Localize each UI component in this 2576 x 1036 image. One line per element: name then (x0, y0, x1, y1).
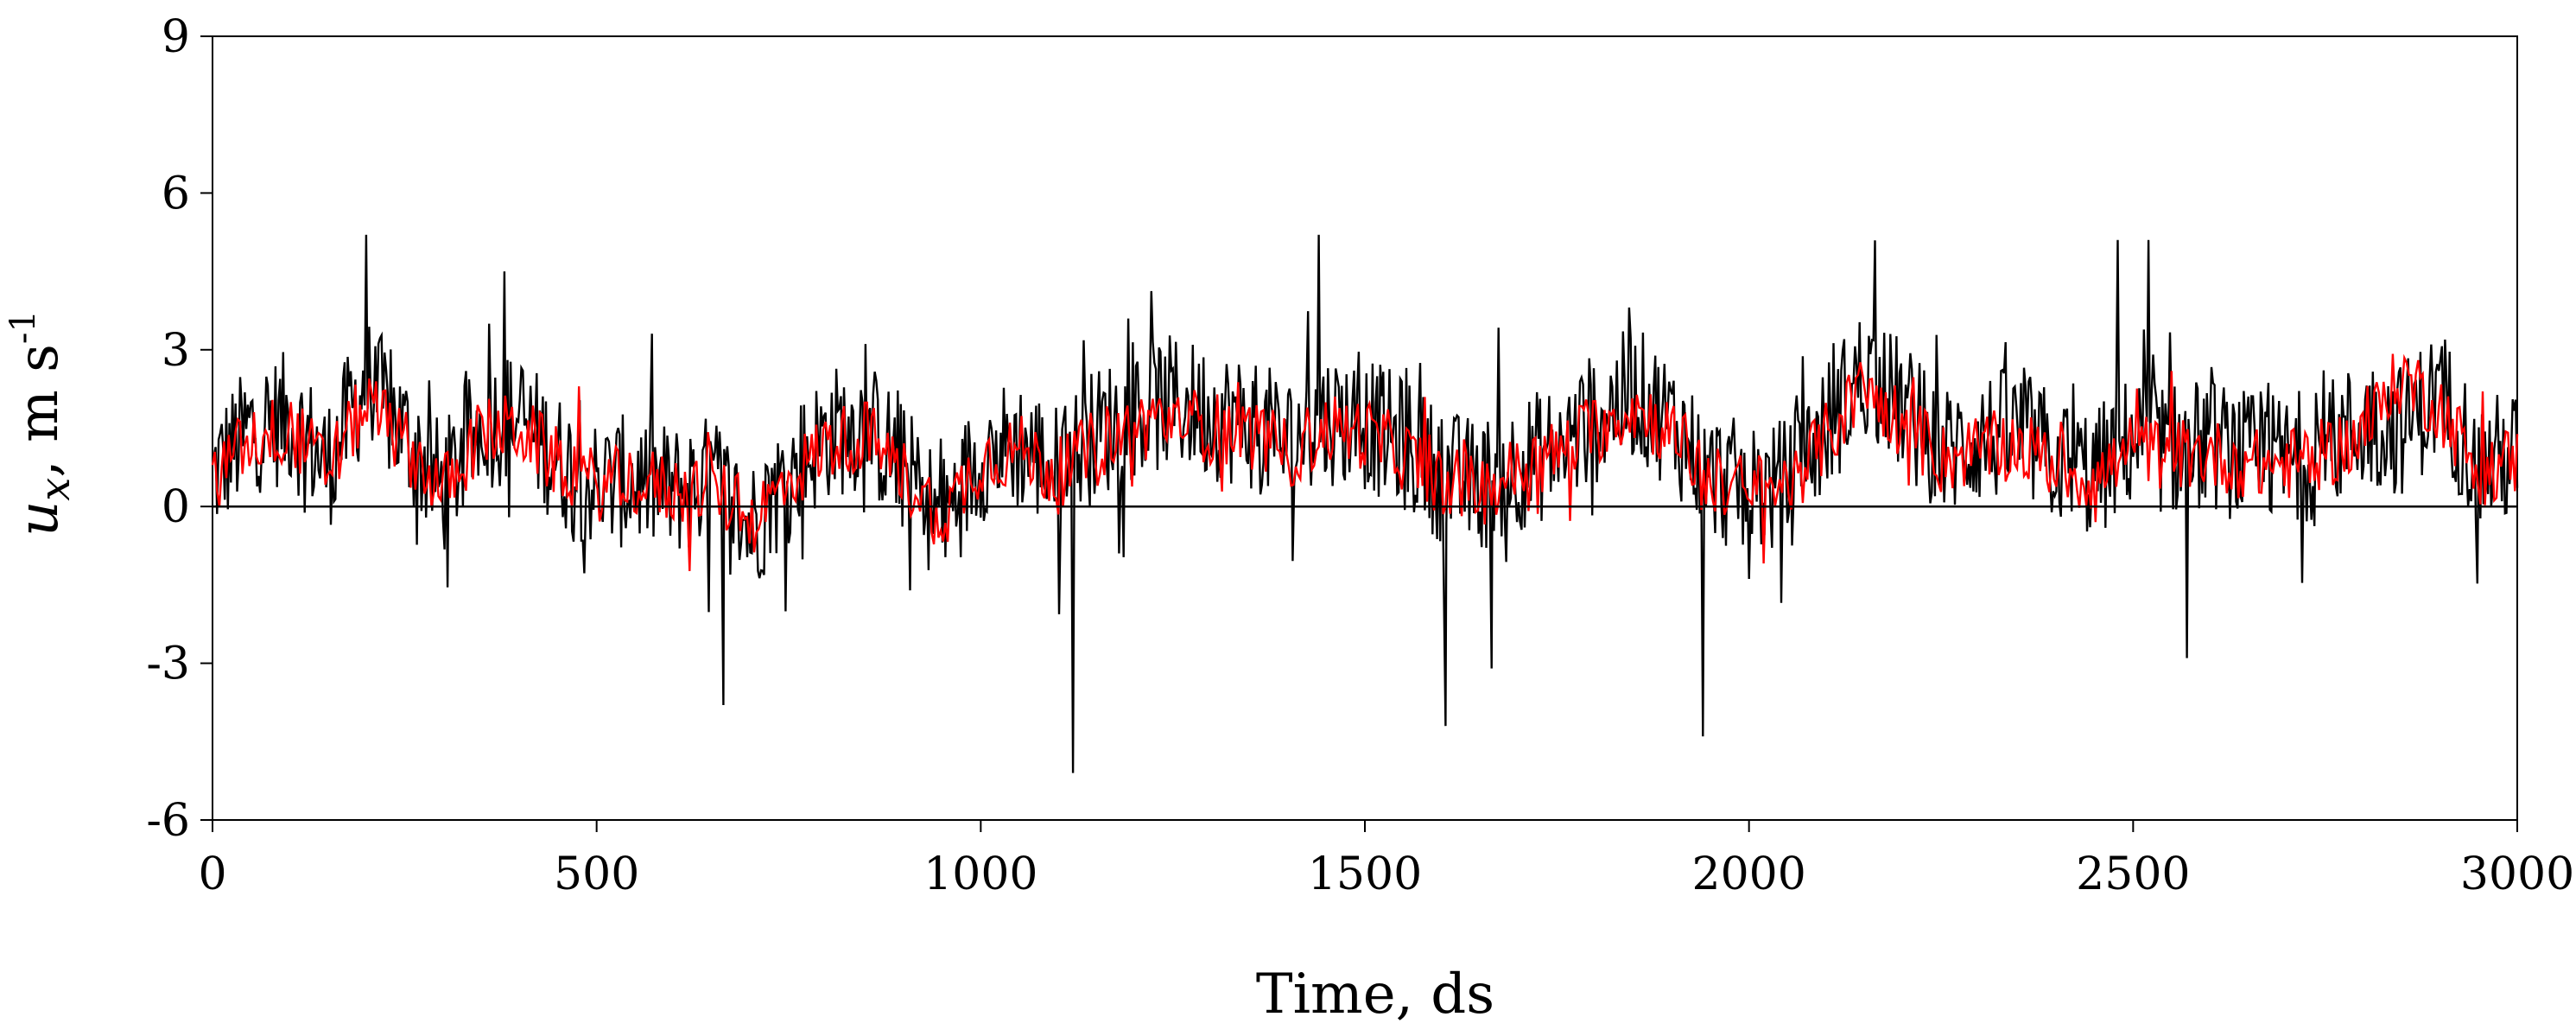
y-tick-label: 3 (162, 325, 190, 377)
tick-labels-group: 0 500 1000 1500 2000 2500 3000 -6 -3 0 3 6 9 (146, 11, 2574, 900)
x-axis-title: Time, ds (1256, 963, 1494, 1026)
x-tick-label: 1000 (923, 849, 1037, 900)
y-axis-title-units: , m s (7, 344, 71, 478)
y-tick-label: -6 (146, 795, 190, 847)
series-line-raw (212, 234, 2519, 773)
series-group (211, 234, 2519, 773)
axes-group (200, 35, 2518, 832)
y-axis-title-variable: u (7, 501, 71, 537)
y-tick-label: 6 (162, 168, 190, 219)
y-axis-title-subscript: x (31, 478, 79, 501)
y-tick-label: 0 (162, 481, 190, 533)
x-tick-label: 500 (554, 849, 639, 900)
x-tick-label: 2000 (1691, 849, 1805, 900)
series-line-smoothed (211, 353, 2519, 571)
x-tick-label: 0 (198, 849, 226, 900)
x-tick-label: 2500 (2076, 849, 2190, 900)
y-tick-label: 9 (162, 11, 190, 63)
y-axis-title-exponent: -1 (3, 310, 43, 344)
x-tick-label: 1500 (1308, 849, 1422, 900)
y-tick-label: -3 (146, 639, 190, 690)
x-tick-label: 3000 (2460, 849, 2574, 900)
y-axis-title: ux, m s-1 (3, 310, 79, 537)
